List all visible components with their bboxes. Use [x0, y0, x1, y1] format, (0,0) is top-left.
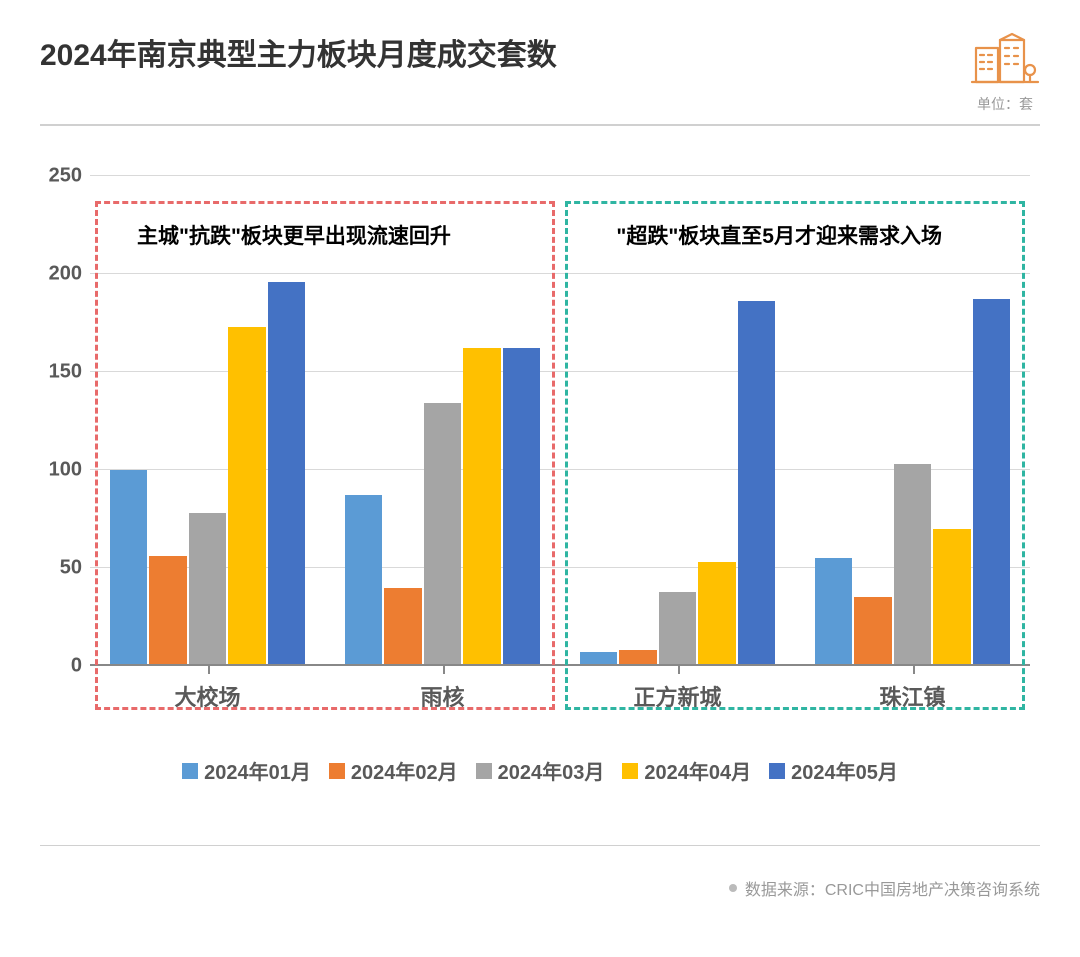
x-tick-label: 雨核 [325, 680, 560, 712]
bar [698, 562, 735, 666]
legend-item: 2024年02月 [329, 756, 458, 785]
x-tick [678, 666, 680, 674]
header-icon-block: 单位：套 [970, 30, 1040, 114]
y-tick-label: 150 [49, 361, 90, 384]
bar [384, 588, 421, 666]
unit-label: 单位：套 [970, 94, 1040, 114]
bar [189, 513, 226, 666]
chart-title: 2024年南京典型主力板块月度成交套数 [40, 30, 557, 74]
bar [738, 301, 775, 666]
legend-swatch [476, 763, 492, 779]
source-bullet-icon [729, 884, 737, 892]
legend-label: 2024年01月 [204, 756, 311, 785]
bar [228, 327, 265, 666]
bar [973, 299, 1010, 666]
bar [345, 495, 382, 666]
legend-item: 2024年05月 [769, 756, 898, 785]
legend-swatch [182, 763, 198, 779]
x-tick-label: 大校场 [90, 680, 325, 712]
y-tick-label: 200 [49, 263, 90, 286]
y-tick-label: 250 [49, 165, 90, 188]
bar [659, 592, 696, 666]
y-tick-label: 50 [60, 557, 90, 580]
legend-label: 2024年04月 [644, 756, 751, 785]
plot-region: 050100150200250 大校场雨核正方新城珠江镇 主城"抗跌"板块更早出… [90, 176, 1030, 666]
bar [933, 529, 970, 666]
x-tick-label: 珠江镇 [795, 680, 1030, 712]
chart-area: 0 50 100 150 200 250 大校场雨核正方新城珠江镇 主城"抗跌"板块更早出… [40, 166, 1040, 726]
x-tick-label: 正方新城 [560, 680, 795, 712]
y-tick-label: 100 [49, 459, 90, 482]
legend-label: 2024年02月 [351, 756, 458, 785]
bar [110, 470, 147, 666]
legend-swatch [622, 763, 638, 779]
bar [894, 464, 931, 666]
bar [815, 558, 852, 666]
divider-top [40, 124, 1040, 126]
bar [503, 348, 540, 666]
legend-item: 2024年01月 [182, 756, 311, 785]
bar [463, 348, 500, 666]
source-row: 数据来源：CRIC中国房地产决策咨询系统 [40, 876, 1040, 900]
source-label: 数据来源：CRIC中国房地产决策咨询系统 [745, 876, 1040, 900]
y-tick-label: 0 [71, 655, 90, 678]
annotation-text-right: "超跌"板块直至5月才迎来需求入场 [616, 220, 942, 250]
divider-bottom [40, 845, 1040, 846]
legend-item: 2024年03月 [476, 756, 605, 785]
bar [854, 597, 891, 666]
x-tick [208, 666, 210, 674]
bar [268, 282, 305, 666]
legend: 2024年01月 2024年02月 2024年03月 2024年04月 2024年05月 [40, 756, 1040, 785]
x-tick [443, 666, 445, 674]
bar [424, 403, 461, 666]
x-tick [913, 666, 915, 674]
legend-label: 2024年05月 [791, 756, 898, 785]
buildings-icon [970, 30, 1040, 85]
legend-swatch [769, 763, 785, 779]
annotation-text-left: 主城"抗跌"板块更早出现流速回升 [137, 220, 451, 250]
legend-label: 2024年03月 [498, 756, 605, 785]
bar [149, 556, 186, 666]
header: 2024年南京典型主力板块月度成交套数 [40, 30, 1040, 114]
legend-swatch [329, 763, 345, 779]
x-axis-line [90, 664, 1030, 666]
legend-item: 2024年04月 [622, 756, 751, 785]
